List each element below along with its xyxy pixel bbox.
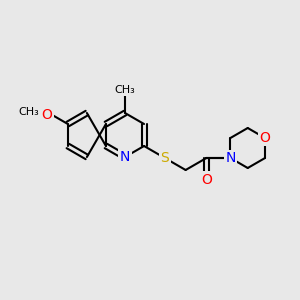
Text: O: O — [42, 108, 52, 122]
Text: S: S — [160, 151, 169, 165]
Text: O: O — [201, 172, 212, 187]
Text: CH₃: CH₃ — [19, 107, 39, 117]
Text: N: N — [120, 150, 130, 164]
Text: N: N — [225, 151, 236, 165]
Text: O: O — [260, 131, 271, 145]
Text: CH₃: CH₃ — [115, 85, 135, 94]
